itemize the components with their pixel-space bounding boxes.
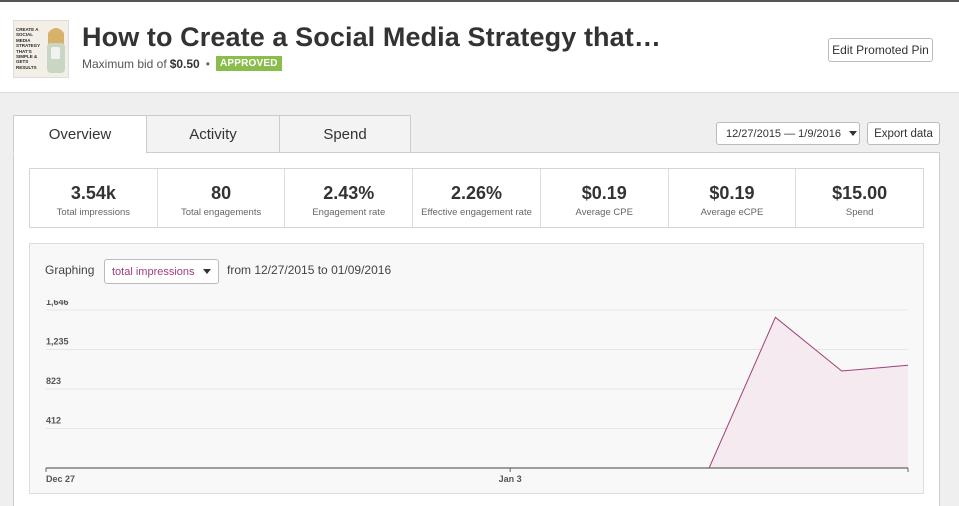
graph-range-text: from 12/27/2015 to 01/09/2016 bbox=[227, 263, 392, 277]
stat-value: 80 bbox=[211, 183, 232, 203]
stat-label: Engagement rate bbox=[312, 207, 386, 218]
stat-total-impressions: 3.54k Total impressions bbox=[30, 169, 158, 227]
thumbnail-text: CREATE A SOCIAL MEDIA STRATEGY THAT'S SI… bbox=[16, 27, 41, 70]
graph-metric-value: total impressions bbox=[112, 265, 195, 278]
page-title: How to Create a Social Media Strategy th… bbox=[82, 22, 661, 52]
impressions-area bbox=[46, 317, 908, 468]
stat-spend: $15.00 Spend bbox=[796, 169, 923, 227]
stat-value: 2.26% bbox=[450, 183, 503, 203]
stat-value: $0.19 bbox=[581, 183, 627, 203]
stat-label: Average eCPE bbox=[700, 207, 764, 218]
chevron-down-icon bbox=[202, 269, 211, 274]
stat-engagement-rate: 2.43% Engagement rate bbox=[285, 169, 414, 227]
stat-average-cpe: $0.19 Average CPE bbox=[541, 169, 669, 227]
tab-overview[interactable]: Overview bbox=[13, 115, 147, 154]
edit-promoted-pin-button[interactable]: Edit Promoted Pin bbox=[828, 38, 933, 62]
thumbnail-figure-icon bbox=[47, 28, 65, 73]
date-range-value: 12/27/2015 — 1/9/2016 bbox=[726, 127, 841, 140]
stat-label: Average CPE bbox=[575, 207, 633, 218]
bid-separator: • bbox=[205, 56, 210, 71]
stat-value: 3.54k bbox=[70, 183, 116, 203]
stat-label: Total engagements bbox=[180, 207, 262, 218]
graph-metric-dropdown[interactable]: total impressions bbox=[104, 259, 219, 284]
stat-label: Effective engagement rate bbox=[421, 207, 532, 218]
y-tick-label: 1,646 bbox=[46, 300, 69, 307]
tab-spend[interactable]: Spend bbox=[279, 115, 411, 153]
status-badge: APPROVED bbox=[215, 56, 282, 71]
tab-activity[interactable]: Activity bbox=[146, 115, 280, 153]
export-data-button[interactable]: Export data bbox=[867, 122, 940, 145]
pin-header: CREATE A SOCIAL MEDIA STRATEGY THAT'S SI… bbox=[0, 0, 959, 93]
pin-thumbnail[interactable]: CREATE A SOCIAL MEDIA STRATEGY THAT'S SI… bbox=[13, 20, 69, 78]
stat-label: Spend bbox=[845, 207, 874, 218]
bid-line: Maximum bid of $0.50 • APPROVED bbox=[82, 56, 282, 71]
stat-value: $0.19 bbox=[709, 183, 755, 203]
date-range-dropdown[interactable]: 12/27/2015 — 1/9/2016 bbox=[716, 122, 860, 145]
bid-prefix: Maximum bid of bbox=[82, 56, 167, 71]
graphing-label: Graphing bbox=[45, 263, 95, 277]
stat-effective-engagement-rate: 2.26% Effective engagement rate bbox=[413, 169, 541, 227]
x-tick-label: Dec 27 bbox=[46, 474, 75, 484]
impressions-chart: 412 823 1,235 1,646 Dec 27 Jan 3 bbox=[45, 300, 909, 484]
chevron-down-icon bbox=[848, 131, 857, 136]
stat-value: $15.00 bbox=[832, 183, 888, 203]
stat-average-ecpe: $0.19 Average eCPE bbox=[669, 169, 797, 227]
stat-value: 2.43% bbox=[323, 183, 375, 203]
bid-value: $0.50 bbox=[169, 56, 200, 71]
x-tick-label: Jan 3 bbox=[499, 474, 522, 484]
y-tick-label: 412 bbox=[46, 415, 61, 425]
stat-total-engagements: 80 Total engagements bbox=[158, 169, 286, 227]
stat-label: Total impressions bbox=[56, 207, 131, 218]
y-tick-label: 1,235 bbox=[46, 336, 69, 346]
y-tick-label: 823 bbox=[46, 376, 61, 386]
stats-bar: 3.54k Total impressions 80 Total engagem… bbox=[29, 168, 924, 228]
